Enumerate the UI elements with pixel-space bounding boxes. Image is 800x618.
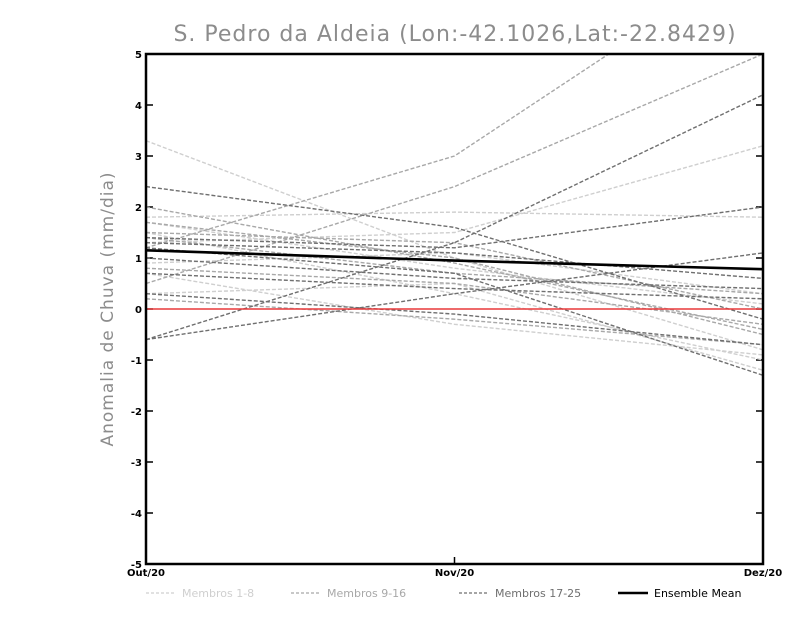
member-series-line: [146, 257, 763, 290]
y-axis-label: Anomalia de Chuva (mm/dia): [98, 171, 118, 446]
legend-label: Ensemble Mean: [654, 587, 741, 600]
member-series-line: [146, 145, 763, 244]
y-tick-label: 3: [135, 152, 142, 163]
member-series-line: [146, 247, 763, 376]
legend-label: Membros 1-8: [182, 587, 254, 600]
member-series-line: [146, 242, 763, 280]
legend-label: Membros 9-16: [327, 587, 406, 600]
x-tick-label: Out/20: [127, 568, 165, 579]
y-tick-label: 4: [135, 101, 142, 112]
y-tick-label: -2: [131, 407, 142, 418]
member-series-line: [146, 298, 763, 346]
y-tick-label: -4: [131, 509, 142, 520]
overlay-lines: [145, 249, 764, 310]
legend-label: Membros 17-25: [495, 587, 581, 600]
member-series-line: [146, 293, 763, 346]
member-series-line: [146, 211, 763, 218]
member-series-line: [146, 206, 763, 249]
plot-frame: [144, 52, 765, 566]
member-series-line: [146, 206, 763, 331]
member-series-line: [146, 267, 763, 325]
member-series-line: [146, 272, 763, 300]
y-tick-label: 5: [135, 50, 142, 61]
y-tick-label: 2: [135, 203, 142, 214]
series-lines: [146, 54, 763, 376]
y-tick-label: -1: [131, 356, 142, 367]
member-series-line: [146, 185, 763, 320]
member-series-line: [146, 94, 763, 341]
member-series-line: [146, 54, 763, 285]
member-series-line: [146, 221, 763, 305]
member-series-line: [146, 140, 763, 351]
member-series-line: [146, 282, 763, 371]
x-tick-label: Nov/20: [435, 568, 474, 579]
legend: Membros 1-8 Membros 9-16 Membros 17-25 Ense…: [146, 587, 741, 600]
member-series-line: [146, 54, 611, 249]
ensemble-mean-line: [145, 249, 764, 271]
y-tick-label: -5: [131, 560, 142, 571]
member-series-line: [146, 272, 763, 356]
x-tick-label: Dez/20: [744, 568, 783, 579]
y-tick-label: 1: [135, 254, 142, 265]
member-series-line: [146, 231, 763, 310]
y-tick-label: -3: [131, 458, 142, 469]
chart-title: S. Pedro da Aldeia (Lon:-42.1026,Lat:-22…: [173, 22, 736, 47]
y-tick-label: 0: [135, 305, 142, 316]
